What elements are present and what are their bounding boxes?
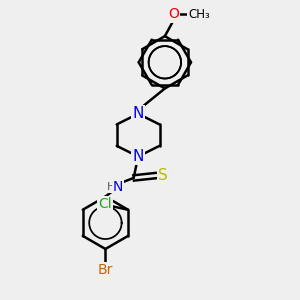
Text: H: H — [107, 182, 116, 192]
Text: N: N — [132, 149, 144, 164]
Text: N: N — [132, 106, 144, 121]
Text: CH₃: CH₃ — [188, 8, 210, 21]
Text: O: O — [168, 8, 179, 22]
Text: S: S — [158, 168, 168, 183]
Text: Br: Br — [98, 263, 113, 278]
Text: N: N — [113, 180, 123, 194]
Text: Cl: Cl — [98, 197, 112, 212]
